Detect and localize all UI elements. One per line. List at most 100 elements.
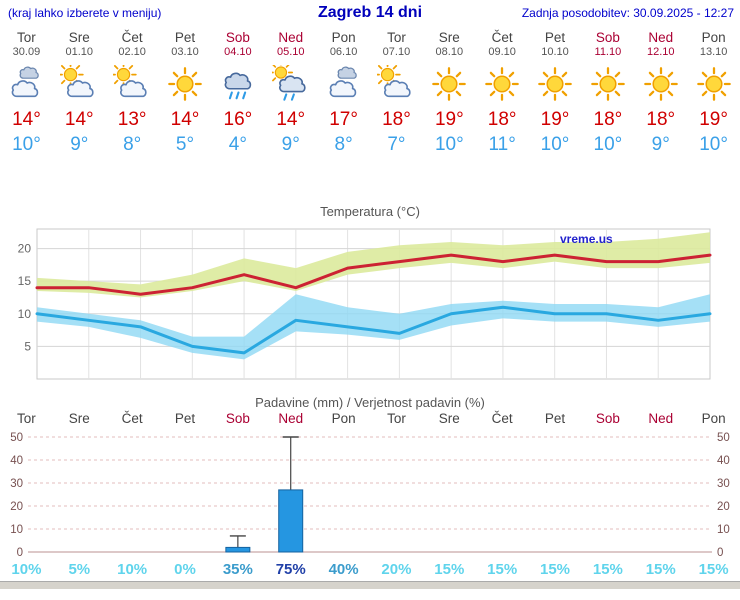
high-temp: 14° [64, 109, 94, 130]
day-column[interactable]: Tor 30.09 14° 10° [0, 28, 53, 168]
low-temp: 9° [651, 134, 670, 155]
low-temp: 10° [699, 134, 728, 155]
bottom-scrollbar[interactable] [0, 581, 740, 589]
high-temp: 18° [487, 109, 517, 130]
precip-day-label: Čet [491, 411, 513, 426]
weather-icon-sunny [642, 65, 680, 103]
weather-icon-sunny [483, 65, 521, 103]
day-date: 11.10 [594, 46, 622, 58]
day-date: 03.10 [171, 46, 199, 58]
svg-text:0: 0 [717, 547, 723, 559]
day-name: Sre [68, 30, 90, 45]
precip-day-label: Tor [17, 411, 36, 426]
precip-day-label: Sre [438, 411, 460, 426]
day-column[interactable]: Ned 12.10 18° 9° [634, 28, 687, 168]
high-temp: 14° [12, 109, 41, 130]
precip-probability: 15% [540, 561, 571, 578]
day-date: 07.10 [382, 46, 411, 58]
day-column[interactable]: Sre 08.10 19° 10° [423, 28, 476, 168]
low-temp: 9° [70, 134, 89, 155]
high-temp: 18° [646, 109, 676, 130]
low-temp: 10° [434, 134, 464, 155]
last-updated: Zadnja posodobitev: 30.09.2025 - 12:27 [521, 6, 734, 20]
day-name: Sob [595, 30, 620, 45]
precip-probability: 75% [275, 561, 306, 578]
svg-text:30: 30 [717, 478, 730, 490]
day-name: Tor [17, 30, 36, 45]
precip-probability: 15% [698, 561, 729, 578]
day-date: 12.10 [646, 46, 675, 58]
svg-text:10: 10 [717, 524, 730, 536]
svg-text:15: 15 [18, 274, 32, 288]
day-column[interactable]: Čet 02.10 13° 8° [106, 28, 159, 168]
day-column[interactable]: Sre 01.10 14° 9° [53, 28, 106, 168]
precip-probability: 40% [328, 561, 359, 578]
precip-day-label: Ned [278, 411, 304, 426]
day-name: Pon [701, 30, 726, 45]
precip-day-label: Pet [544, 411, 566, 426]
low-temp: 5° [175, 134, 195, 155]
low-temp: 10° [540, 134, 570, 155]
precip-day-label: Pon [331, 411, 356, 426]
precip-probability: 5% [68, 561, 91, 578]
day-column[interactable]: Čet 09.10 18° 11° [476, 28, 529, 168]
precip-day-label: Čet [121, 411, 143, 426]
weather-icon-partly-cloudy [60, 65, 98, 103]
day-date: 08.10 [435, 46, 464, 58]
precip-day-label: Sob [595, 411, 620, 426]
svg-text:0: 0 [17, 547, 23, 559]
temp-chart-title: Temperatura (°C) [320, 204, 420, 219]
svg-text:30: 30 [10, 478, 23, 490]
day-name: Pon [331, 30, 356, 45]
day-name: Čet [121, 30, 143, 45]
precip-day-label: Sob [225, 411, 250, 426]
high-temp: 19° [699, 109, 728, 130]
day-name: Sre [438, 30, 460, 45]
high-temp: 14° [276, 109, 306, 130]
svg-text:10: 10 [18, 307, 32, 321]
day-column[interactable]: Ned 05.10 14° 9° [264, 28, 317, 168]
precip-chart-title: Padavine (mm) / Verjetnost padavin (%) [255, 395, 485, 410]
svg-text:50: 50 [717, 432, 730, 444]
weather-icon-rain-sun [272, 65, 310, 103]
precip-probability-row: 10% 5% 10% 0% 35% 75% 40% 20% 15% 15% 15% 15% 15% 15% [0, 561, 740, 578]
day-column[interactable]: Tor 07.10 18° 7° [370, 28, 423, 168]
day-name: Pet [174, 30, 196, 45]
day-column[interactable]: Sob 11.10 18° 10° [581, 28, 634, 168]
precip-probability: 15% [592, 561, 623, 578]
precip-probability: 10% [117, 561, 148, 578]
day-column[interactable]: Sob 04.10 16° 4° [211, 28, 264, 168]
day-date: 13.10 [699, 46, 728, 58]
watermark: vreme.us [560, 232, 613, 246]
svg-text:40: 40 [10, 455, 23, 467]
low-temp: 8° [334, 134, 353, 155]
low-temp: 9° [281, 134, 300, 155]
top-bar: (kraj lahko izberete v meniju) Zagreb 14… [0, 0, 740, 26]
precip-day-label: Pet [174, 411, 196, 426]
day-date: 02.10 [118, 46, 146, 58]
day-name: Ned [278, 30, 304, 45]
weather-icon-sunny [166, 65, 204, 103]
weather-icon-partly-cloudy [113, 65, 151, 103]
svg-text:20: 20 [10, 501, 23, 513]
precipitation-chart: 0 0 10 10 20 20 30 30 40 40 50 50 [10, 432, 730, 559]
day-column[interactable]: Pet 10.10 19° 10° [529, 28, 582, 168]
day-name: Sob [225, 30, 250, 45]
day-column[interactable]: Pet 03.10 14° 5° [159, 28, 212, 168]
day-forecast-strip: Tor 30.09 14° 10° Sre 01.10 14° 9° Čet 02.10 13° 8°… [0, 28, 740, 168]
day-column[interactable]: Pon 13.10 19° 10° [687, 28, 740, 168]
high-temp: 19° [540, 109, 570, 130]
day-name: Pet [544, 30, 566, 45]
weather-icon-sunny [589, 65, 627, 103]
svg-text:40: 40 [717, 455, 730, 467]
day-date: 09.10 [488, 46, 516, 58]
weather-icon-cloudy [7, 65, 45, 103]
day-date: 10.10 [541, 46, 569, 58]
day-column[interactable]: Pon 06.10 17° 8° [317, 28, 370, 168]
precip-probability: 35% [222, 561, 253, 578]
precip-day-label: Sre [68, 411, 90, 426]
svg-text:5: 5 [24, 339, 31, 353]
temperature-chart: 5 10 15 20 vreme.us [18, 228, 712, 380]
svg-text:10: 10 [10, 524, 23, 536]
low-temp: 4° [228, 134, 247, 155]
